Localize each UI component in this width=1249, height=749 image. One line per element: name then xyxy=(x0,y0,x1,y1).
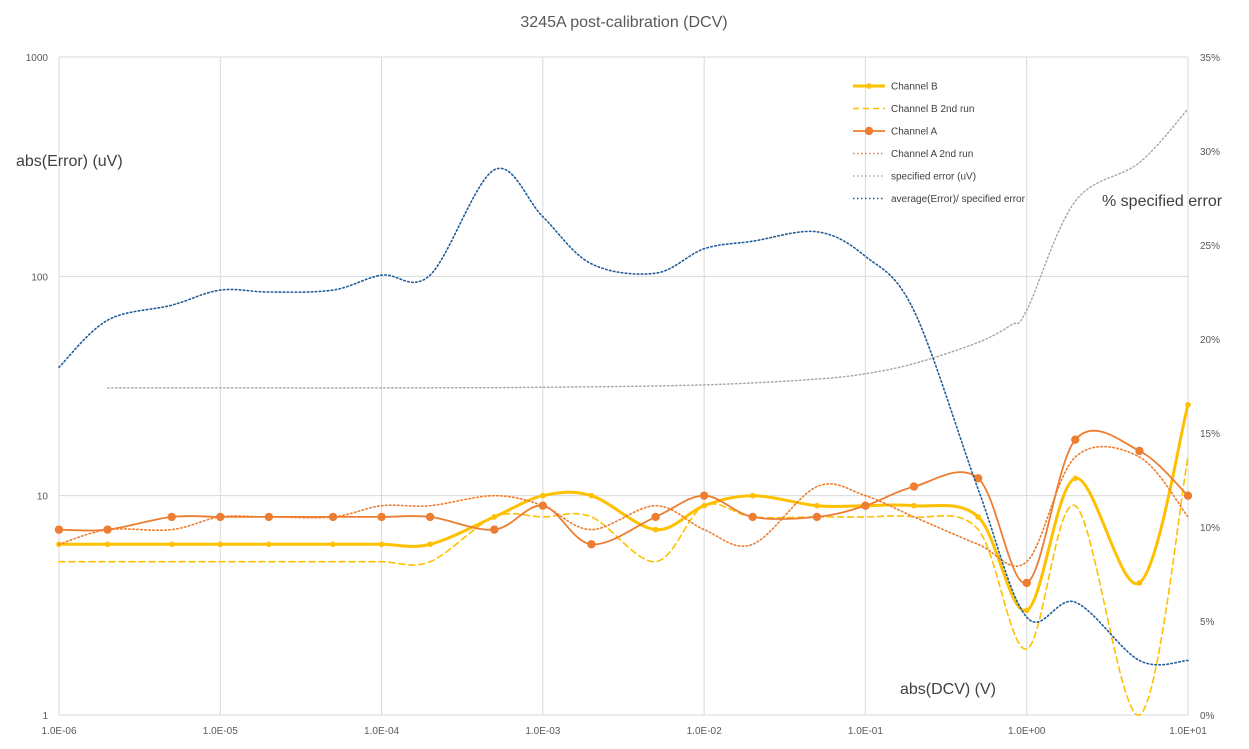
data-point xyxy=(167,512,176,522)
x-tick-label: 1.0E-06 xyxy=(41,726,76,737)
y-tick-label: 100 xyxy=(31,272,48,283)
data-point xyxy=(266,541,272,548)
y2-tick-label: 10% xyxy=(1200,523,1220,534)
data-point xyxy=(749,492,756,499)
x-tick-label: 1.0E-02 xyxy=(687,726,722,737)
y2-tick-label: 20% xyxy=(1200,335,1220,346)
x-axis-title: abs(DCV) (V) xyxy=(900,681,996,698)
legend-label: Channel A xyxy=(891,127,937,138)
data-point xyxy=(909,482,919,491)
data-point xyxy=(975,514,981,520)
data-point xyxy=(1136,580,1143,586)
legend-marker xyxy=(866,83,872,89)
y2-tick-label: 0% xyxy=(1200,711,1215,722)
x-tick-label: 1.0E+00 xyxy=(1008,726,1046,737)
series-2 xyxy=(54,429,1193,588)
chart-title: 3245A post-calibration (DCV) xyxy=(520,14,727,31)
data-point xyxy=(168,541,175,548)
x-tick-label: 1.0E-04 xyxy=(364,726,399,737)
data-point xyxy=(651,512,660,522)
data-point xyxy=(812,512,822,522)
series-4 xyxy=(106,108,1189,389)
data-point xyxy=(973,474,983,483)
data-point xyxy=(103,525,112,534)
series-line xyxy=(58,429,1189,584)
legend-label: Channel A 2nd run xyxy=(891,149,973,160)
grid xyxy=(58,56,1189,716)
legend-marker xyxy=(864,126,874,136)
series-3 xyxy=(58,445,1189,568)
data-point xyxy=(1183,491,1193,500)
data-point xyxy=(587,540,596,549)
y2-tick-label: 15% xyxy=(1200,429,1220,440)
y2-tick-label: 30% xyxy=(1200,147,1220,158)
legend-item: Channel B 2nd run xyxy=(853,104,974,115)
y2-tick-label: 35% xyxy=(1200,53,1220,64)
data-point xyxy=(217,541,224,548)
data-point xyxy=(427,541,433,548)
legend-label: average(Error)/ specified error xyxy=(891,194,1026,205)
data-point xyxy=(814,502,820,509)
series-line xyxy=(58,167,1189,666)
series-0 xyxy=(56,401,1191,614)
y-axis-title: abs(Error) (uV) xyxy=(16,153,123,170)
series-line xyxy=(58,456,1189,716)
legend-item: Channel B xyxy=(853,82,938,93)
series-line xyxy=(57,403,1190,612)
legend-item: specified error (uV) xyxy=(853,172,976,183)
data-point xyxy=(588,492,595,499)
data-point xyxy=(748,512,757,522)
data-point xyxy=(1023,607,1030,614)
data-point xyxy=(1072,475,1079,482)
data-point xyxy=(377,512,386,522)
y2-tick-label: 5% xyxy=(1200,617,1215,628)
series-line xyxy=(58,445,1189,568)
series-lines xyxy=(54,108,1193,716)
data-point xyxy=(330,541,336,548)
data-point xyxy=(1071,435,1080,444)
data-point xyxy=(1135,446,1144,456)
y-tick-label: 10 xyxy=(37,492,49,503)
y2-tick-label: 25% xyxy=(1200,241,1220,252)
data-point xyxy=(1022,578,1031,588)
data-point xyxy=(425,512,435,522)
legend: Channel B Channel B 2nd run Channel A Chann… xyxy=(853,82,1026,205)
x-tick-label: 1.0E-01 xyxy=(848,726,883,737)
y-tick-label: 1 xyxy=(42,711,48,722)
legend-item: Channel A 2nd run xyxy=(853,149,973,160)
legend-item: Channel A xyxy=(853,127,937,138)
data-point xyxy=(911,502,917,509)
legend-label: Channel B 2nd run xyxy=(891,104,974,115)
legend-label: Channel B xyxy=(891,82,938,93)
data-point xyxy=(540,492,546,499)
legend-item: average(Error)/ specified error xyxy=(853,194,1026,205)
data-point xyxy=(1185,401,1191,408)
data-point xyxy=(699,491,709,500)
data-point xyxy=(378,541,385,548)
x-tick-labels: 1.0E-06 1.0E-05 1.0E-04 1.0E-03 1.0E-02 1.0E-… xyxy=(41,726,1207,737)
legend-label: specified error (uV) xyxy=(891,172,976,183)
y2-tick-labels: 0% 5% 10% 15% 20% 25% 30% 35% xyxy=(1200,53,1220,722)
x-tick-label: 1.0E-03 xyxy=(525,726,560,737)
series-line xyxy=(106,108,1189,389)
data-point xyxy=(652,526,659,533)
data-point xyxy=(54,525,64,534)
y-tick-labels: 1 10 100 1000 xyxy=(26,53,49,722)
data-point xyxy=(861,501,870,510)
data-point xyxy=(490,525,499,534)
series-1 xyxy=(58,456,1189,716)
y-tick-label: 1000 xyxy=(26,53,49,64)
x-tick-label: 1.0E-05 xyxy=(203,726,238,737)
data-point xyxy=(104,541,111,548)
x-tick-label: 1.0E+01 xyxy=(1169,726,1207,737)
y2-axis-title: % specified error xyxy=(1102,193,1223,210)
series-5 xyxy=(58,167,1189,666)
